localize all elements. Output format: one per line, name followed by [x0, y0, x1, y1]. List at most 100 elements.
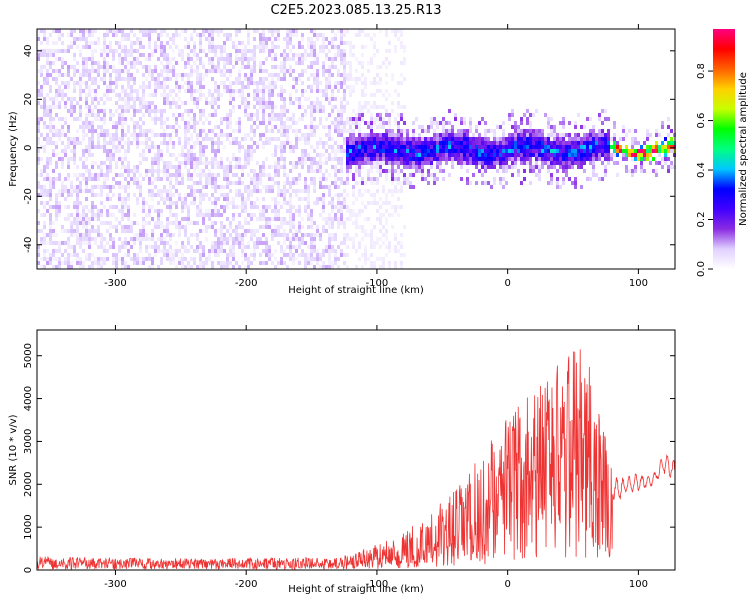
spectrogram-cell — [223, 57, 226, 61]
spectrogram-cell — [181, 181, 184, 185]
spectrogram-cell — [82, 149, 85, 153]
spectrogram-cell — [358, 121, 361, 125]
spectrogram-cell — [343, 49, 346, 53]
spectrogram-cell — [586, 157, 589, 161]
spectrogram-cell — [250, 177, 253, 181]
spectrogram-cell — [502, 169, 505, 173]
spectrogram-cell — [397, 173, 400, 177]
spectrogram-cell — [88, 257, 91, 261]
spectrogram-cell — [292, 45, 295, 49]
spectrogram-cell — [130, 77, 133, 81]
spectrogram-cell — [118, 77, 121, 81]
spectrogram-cell — [139, 237, 142, 241]
spectrogram-cell — [589, 145, 592, 149]
spectrogram-cell — [376, 169, 379, 173]
spectrogram-cell — [58, 85, 61, 89]
spectrogram-cell — [151, 49, 154, 53]
spectrogram-cell — [154, 225, 157, 229]
spectrogram-cell — [55, 197, 58, 201]
spectrogram-cell — [223, 241, 226, 245]
spectrogram-cell — [310, 45, 313, 49]
spectrogram-cell — [256, 173, 259, 177]
spectrogram-cell — [277, 29, 280, 33]
spectrogram-cell — [157, 165, 160, 169]
spectrogram-cell — [181, 49, 184, 53]
spectrogram-cell — [469, 149, 472, 153]
spectrogram-cell — [280, 53, 283, 57]
spectrogram-cell — [256, 205, 259, 209]
spectrogram-cell — [517, 173, 520, 177]
spectrogram-cell — [124, 197, 127, 201]
spectrogram-cell — [334, 165, 337, 169]
spectrogram-cell — [175, 177, 178, 181]
spectrogram-cell — [343, 97, 346, 101]
spectrogram-cell — [94, 217, 97, 221]
spectrogram-cell — [76, 177, 79, 181]
spectrogram-cell — [244, 209, 247, 213]
spectrogram-cell — [73, 65, 76, 69]
spectrogram-cell — [640, 165, 643, 169]
spectrogram-cell — [115, 69, 118, 73]
spectrogram-cell — [517, 153, 520, 157]
spectrogram-cell — [85, 165, 88, 169]
spectrogram-cell — [97, 137, 100, 141]
spectrogram-cell — [493, 181, 496, 185]
spectrogram-cell — [343, 61, 346, 65]
spectrogram-cell — [37, 141, 40, 145]
spectrogram-cell — [169, 105, 172, 109]
spectrogram-cell — [661, 121, 664, 125]
spectrogram-cell — [577, 153, 580, 157]
spectrogram-cell — [424, 177, 427, 181]
spectrogram-cell — [466, 181, 469, 185]
spectrogram-cell — [151, 205, 154, 209]
spectrogram-cell — [616, 153, 619, 157]
spectrogram-cell — [76, 261, 79, 265]
spectrogram-cell — [646, 129, 649, 133]
spectrogram-cell — [64, 49, 67, 53]
spectrogram-cell — [118, 41, 121, 45]
spectrogram-cell — [283, 129, 286, 133]
spectrogram-cell — [538, 157, 541, 161]
spectrogram-cell — [400, 253, 403, 257]
spectrogram-cell — [307, 65, 310, 69]
spectrogram-cell — [493, 137, 496, 141]
spectrogram-cell — [208, 61, 211, 65]
spectrogram-cell — [160, 241, 163, 245]
spectrogram-cell — [223, 237, 226, 241]
spectrogram-cell — [166, 249, 169, 253]
spectrogram-x-axis-label: Height of straight line (km) — [288, 285, 424, 296]
spectrogram-cell — [79, 97, 82, 101]
spectrogram-cell — [100, 193, 103, 197]
spectrogram-cell — [142, 93, 145, 97]
spectrogram-cell — [94, 97, 97, 101]
spectrogram-cell — [211, 209, 214, 213]
spectrogram-cell — [52, 105, 55, 109]
spectrogram-cell — [151, 101, 154, 105]
spectrogram-cell — [433, 133, 436, 137]
spectrogram-cell — [247, 113, 250, 117]
spectrogram-cell — [433, 157, 436, 161]
spectrogram-cell — [244, 73, 247, 77]
spectrogram-cell — [322, 201, 325, 205]
spectrogram-cell — [364, 85, 367, 89]
spectrogram-cell — [361, 161, 364, 165]
spectrogram-cell — [259, 37, 262, 41]
snr-x-tick-label: 100 — [629, 579, 648, 590]
spectrogram-cell — [43, 253, 46, 257]
spectrogram-cell — [172, 33, 175, 37]
spectrogram-cell — [235, 161, 238, 165]
spectrogram-cell — [127, 217, 130, 221]
spectrogram-cell — [100, 237, 103, 241]
spectrogram-cell — [157, 85, 160, 89]
spectrogram-cell — [154, 145, 157, 149]
spectrogram-cell — [622, 125, 625, 129]
spectrogram-cell — [253, 169, 256, 173]
spectrogram-cell — [43, 241, 46, 245]
spectrogram-cell — [358, 133, 361, 137]
spectrogram-cell — [262, 121, 265, 125]
spectrogram-cell — [406, 161, 409, 165]
spectrogram-cell — [298, 225, 301, 229]
spectrogram-cell — [334, 157, 337, 161]
spectrogram-cell — [307, 233, 310, 237]
spectrogram-cell — [223, 193, 226, 197]
